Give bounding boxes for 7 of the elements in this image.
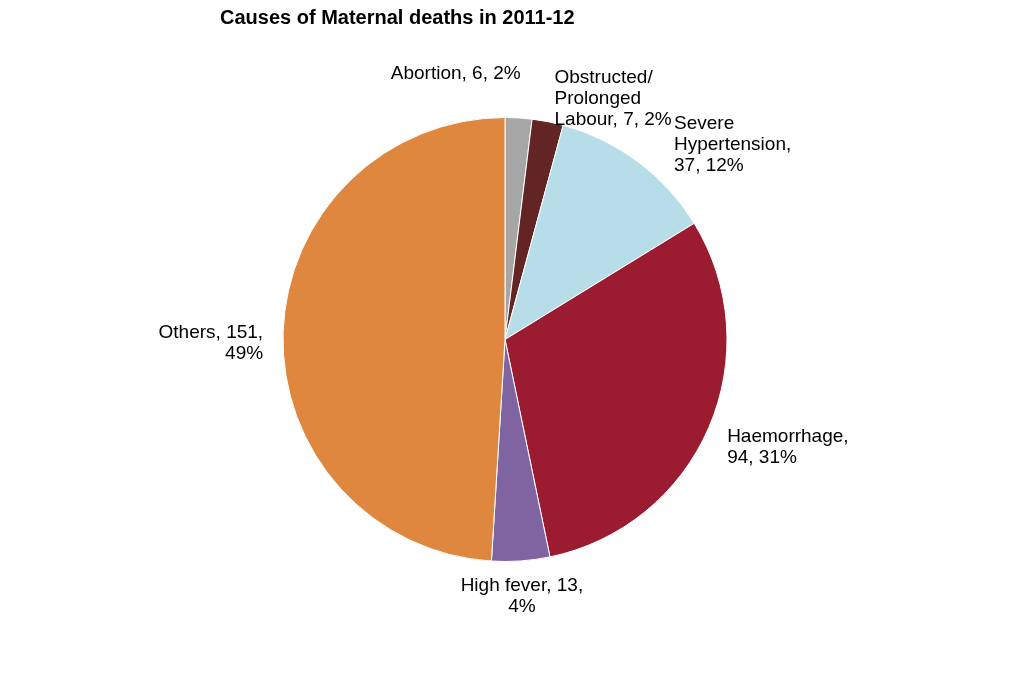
slice-label: Abortion, 6, 2%	[390, 61, 521, 83]
slice-label: High fever, 13, 4%	[460, 573, 584, 616]
slice-label: Haemorrhage, 94, 31%	[727, 424, 849, 467]
slice-label: Others, 151, 49%	[158, 321, 264, 364]
slice-label: Obstructed/ Prolonged Labour, 7, 2%	[554, 66, 672, 130]
chart-title: Causes of Maternal deaths in 2011-12	[220, 6, 575, 28]
slice-label: Severe Hypertension, 37, 12%	[674, 111, 792, 175]
